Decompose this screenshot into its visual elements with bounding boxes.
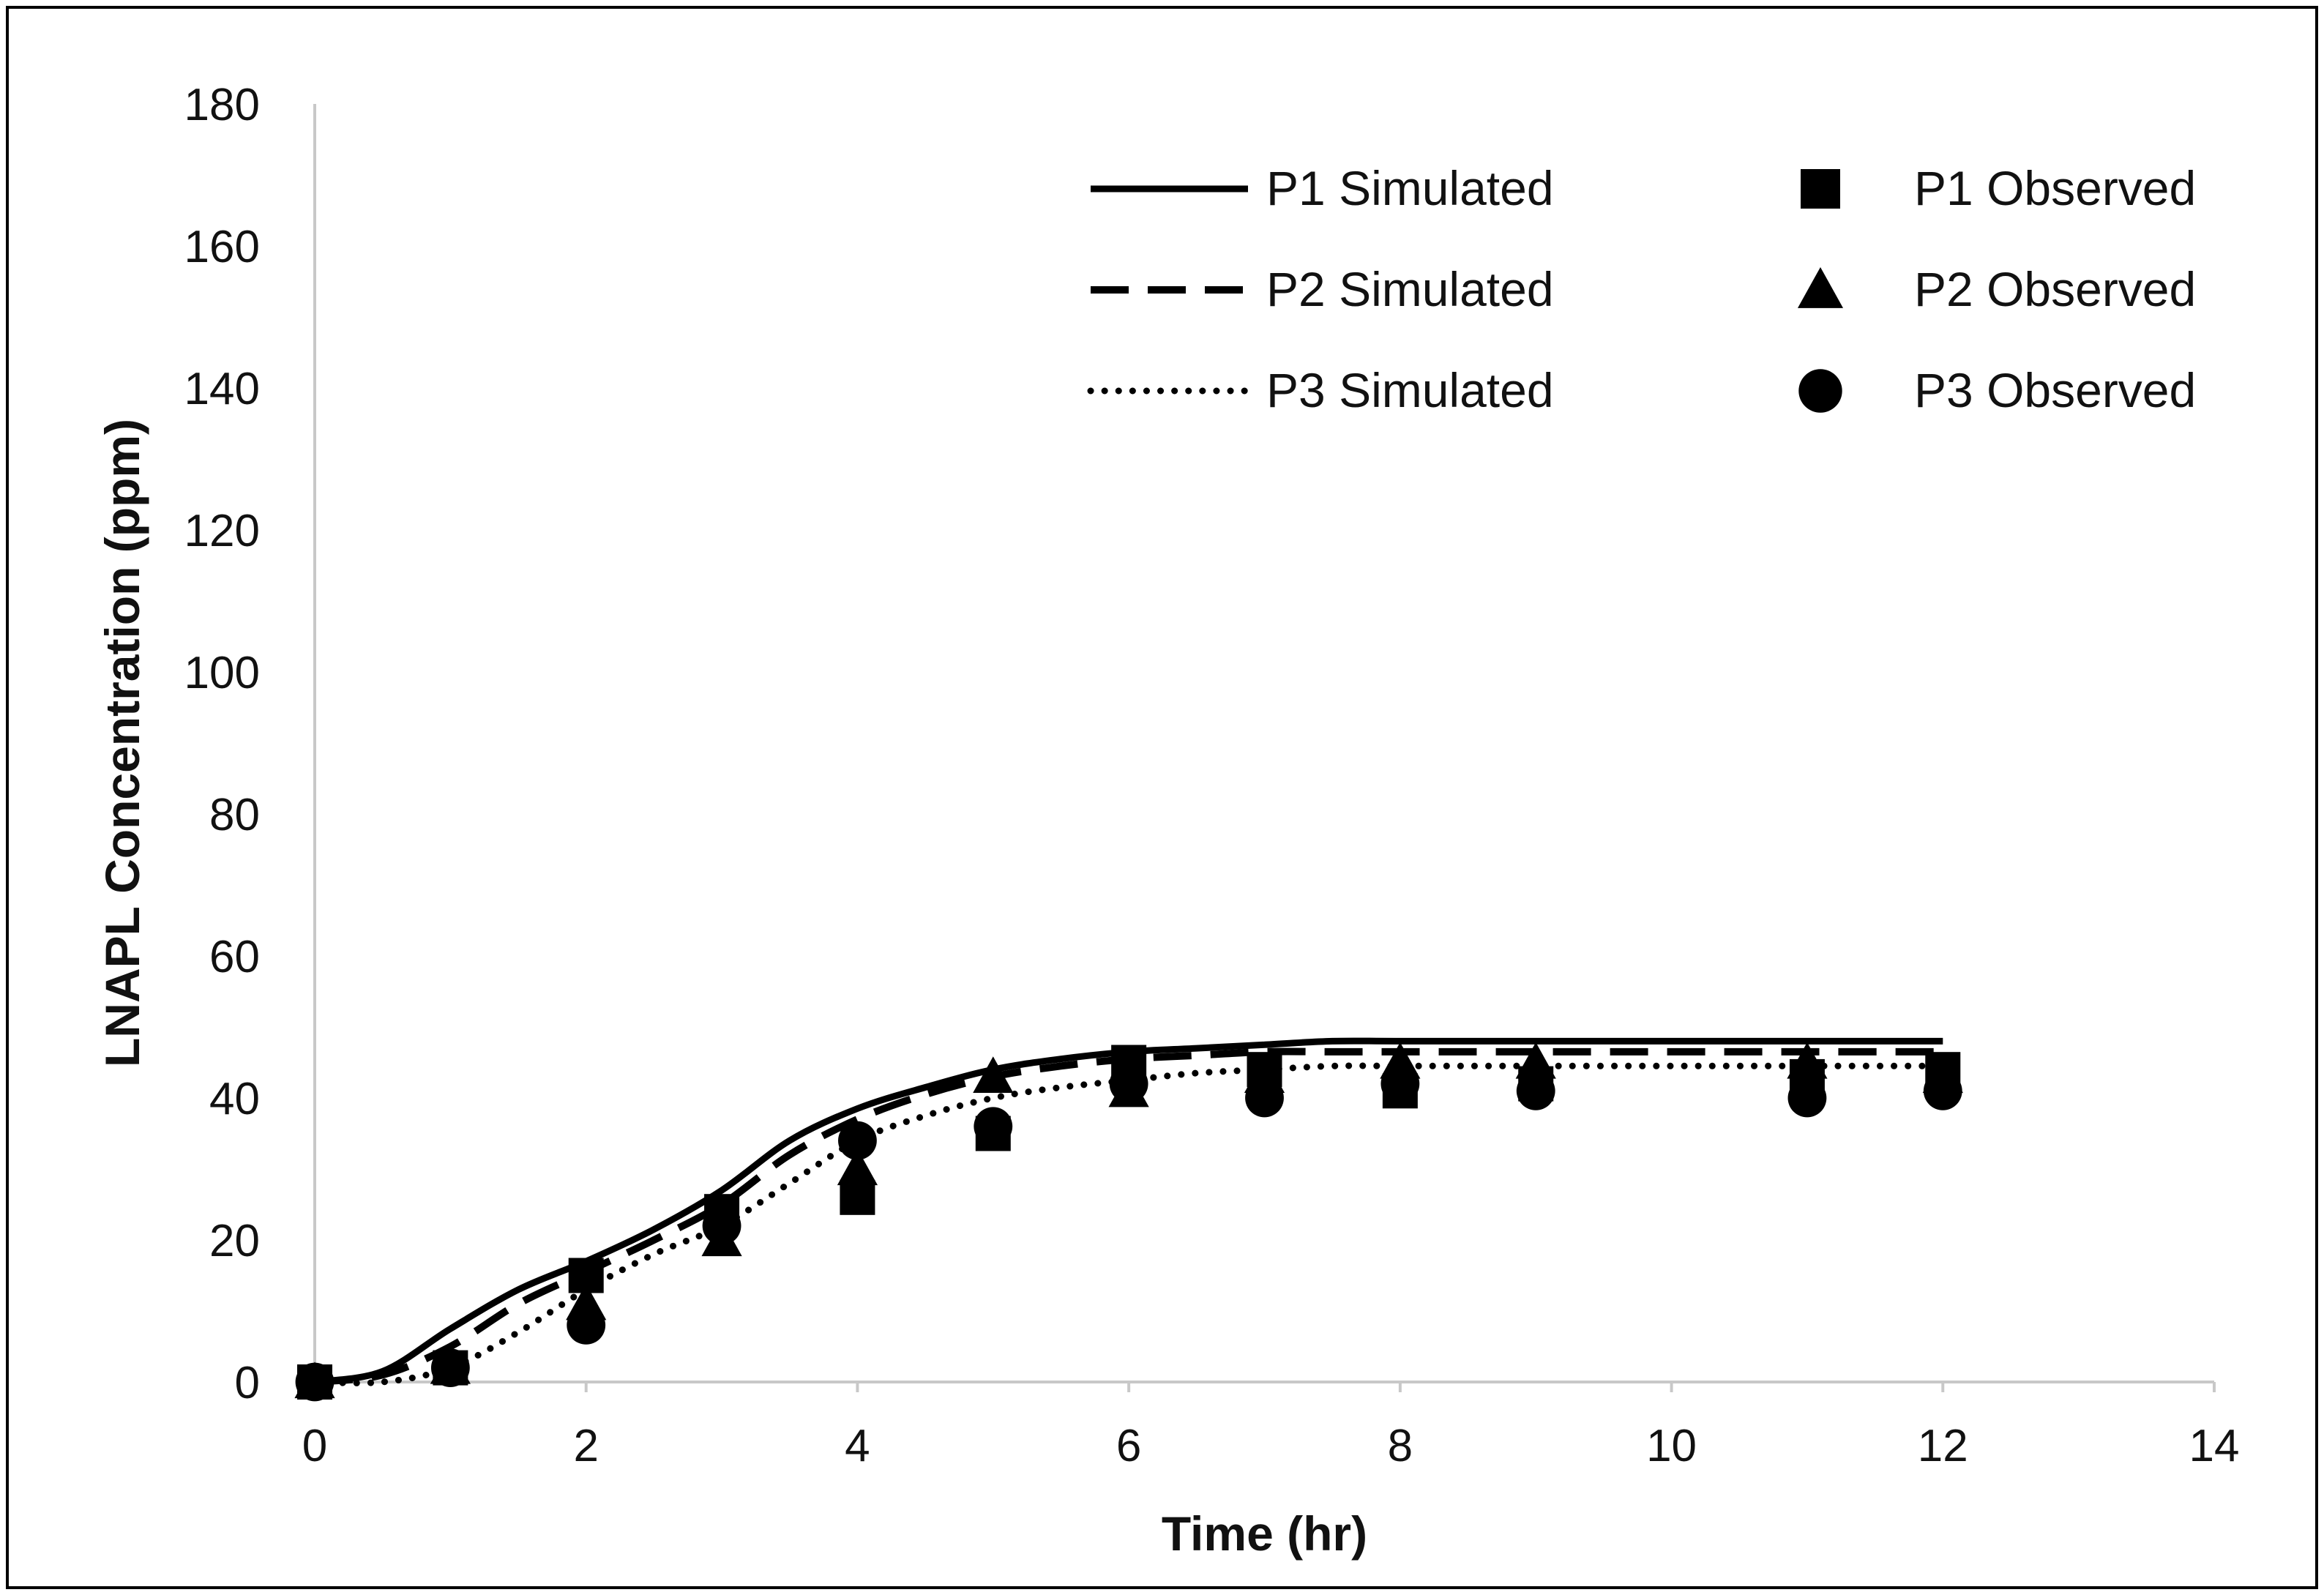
legend-label-p3-simulated: P3 Simulated — [1266, 363, 1554, 417]
p2-observed-point — [1787, 1042, 1828, 1079]
y-tick-label: 160 — [184, 222, 260, 272]
p2-observed-point — [973, 1056, 1014, 1093]
y-tick-label: 60 — [209, 932, 260, 982]
p1-observed-point — [840, 1179, 875, 1215]
x-tick-label: 10 — [1646, 1421, 1697, 1471]
plot-series — [294, 1037, 1963, 1402]
p3-observed-point — [1245, 1078, 1284, 1118]
p3-observed-point — [295, 1362, 335, 1402]
p3-observed-point — [1516, 1071, 1555, 1110]
p3-observed-point — [1109, 1064, 1148, 1103]
y-tick-label: 0 — [235, 1358, 260, 1408]
p3-observed-point — [1787, 1078, 1827, 1118]
p3-observed-point — [702, 1206, 741, 1245]
p2-observed-point — [837, 1148, 878, 1186]
p3-observed-point — [1380, 1064, 1420, 1103]
p2-simulated-line — [314, 1047, 1943, 1386]
x-tick-label: 8 — [1388, 1421, 1413, 1471]
legend-label-p3-observed: P3 Observed — [1914, 363, 2196, 417]
x-axis-title: Time (hr) — [1162, 1506, 1367, 1561]
x-tick-label: 6 — [1116, 1421, 1141, 1471]
y-tick-label: 80 — [209, 790, 260, 840]
x-tick-label: 0 — [302, 1421, 327, 1471]
p3-observed-point — [430, 1348, 470, 1387]
x-tick-label: 4 — [845, 1421, 870, 1471]
y-tick-label: 140 — [184, 364, 260, 414]
p1-simulated-line — [314, 1037, 1943, 1386]
legend-label-p1-observed: P1 Observed — [1914, 161, 2196, 215]
y-tick-label: 20 — [209, 1216, 260, 1266]
x-tick-label: 14 — [2189, 1421, 2240, 1471]
y-tick-label: 120 — [184, 506, 260, 556]
p3-observed-point — [838, 1121, 877, 1160]
legend-label-p1-simulated: P1 Simulated — [1266, 161, 1554, 215]
x-tick-label: 12 — [1918, 1421, 1968, 1471]
y-axis-title: LNAPL Concentration (ppm) — [95, 419, 149, 1067]
chart-border — [6, 6, 2318, 1589]
p3-observed-point — [1923, 1071, 1962, 1110]
legend-swatch-p3-observed — [1798, 369, 1842, 413]
x-tick-label: 2 — [573, 1421, 598, 1471]
y-tick-label: 100 — [184, 648, 260, 698]
legend-swatch-p1-observed — [1801, 169, 1840, 209]
legend-swatch-p2-observed — [1797, 266, 1844, 308]
y-tick-label: 40 — [209, 1074, 260, 1124]
p3-observed-point — [974, 1107, 1013, 1146]
legend-label-p2-observed: P2 Observed — [1914, 262, 2196, 316]
legend: P1 Simulated P2 Simulated P3 Simulated P1 O… — [1087, 161, 2196, 417]
y-tick-label: 180 — [184, 80, 260, 130]
legend-label-p2-simulated: P2 Simulated — [1266, 262, 1554, 316]
p3-observed-point — [567, 1306, 606, 1345]
p2-observed-point — [1515, 1042, 1556, 1079]
